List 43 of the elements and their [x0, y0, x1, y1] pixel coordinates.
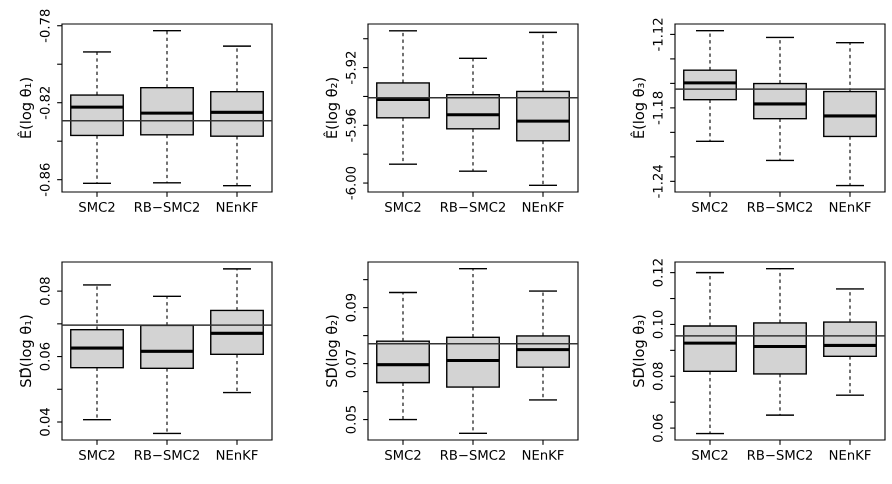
y-tick-label: 0.04	[40, 408, 50, 436]
text: -6.00	[346, 166, 356, 200]
x-tick-label: RB−SMC2	[134, 202, 199, 212]
x-tick-label: NEnKF	[216, 450, 258, 460]
x-tick-label: NEnKF	[830, 450, 871, 460]
y-axis-title: Ê(log θ₁)	[17, 78, 34, 138]
x-tick-label: SMC2	[692, 450, 728, 460]
y-axis-title: SD̂(log θ₃)	[632, 316, 647, 387]
x-tick-label: SMC2	[692, 202, 728, 212]
x-tick-label: RB−SMC2	[440, 450, 505, 460]
y-tick-label: 0.08	[40, 277, 50, 305]
y-axis-title: SD̂(log θ₁)	[19, 316, 34, 387]
y-tick-label: -1.24	[652, 165, 663, 198]
y-tick-label: 0.06	[652, 414, 663, 442]
y-tick-label: -0.78	[40, 10, 50, 42]
y-axis-title: SD̂(log θ₂)	[325, 316, 340, 387]
x-tick-label: SMC2	[79, 450, 114, 460]
x-tick-label: RB−SMC2	[748, 450, 812, 460]
y-tick-label: 0.09	[346, 294, 356, 322]
x-tick-label: RB−SMC2	[134, 450, 199, 460]
text: 0.10	[652, 310, 663, 338]
y-tick-label: 0.07	[346, 350, 356, 378]
y-tick-label: -1.18	[652, 92, 663, 124]
y-tick-label: 0.05	[346, 406, 356, 434]
x-tick-label: NEnKF	[830, 202, 871, 212]
y-tick-label: -5.92	[346, 52, 356, 84]
y-tick-label: -1.12	[652, 18, 663, 51]
x-tick-label: NEnKF	[522, 202, 564, 212]
x-tick-label: NEnKF	[522, 450, 564, 460]
y-tick-label: 0.08	[652, 362, 663, 390]
x-tick-label: NEnKF	[216, 202, 258, 212]
x-tick-label: RB−SMC2	[440, 202, 505, 212]
y-tick-label: -0.82	[40, 86, 50, 120]
y-axis-title: Ê(log θ₃)	[630, 78, 647, 138]
x-tick-label: SMC2	[385, 450, 420, 460]
y-axis-title: Ê(log θ₂)	[323, 78, 340, 138]
x-tick-label: RB−SMC2	[748, 202, 812, 212]
y-tick-label: -5.96	[346, 109, 356, 142]
y-tick-label: -0.86	[40, 163, 50, 196]
x-tick-label: SMC2	[79, 202, 114, 212]
x-tick-label: SMC2	[385, 202, 420, 212]
y-tick-label: 0.12	[652, 259, 663, 286]
y-tick-label: 0.06	[40, 342, 50, 370]
